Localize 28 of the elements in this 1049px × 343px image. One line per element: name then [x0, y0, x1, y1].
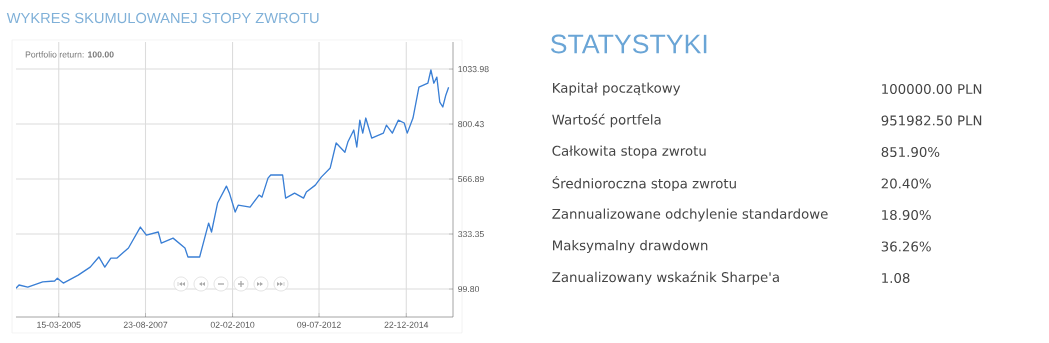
text: 951982.50 PLN [881, 115, 982, 126]
x-tick-label: 23-08-2007 [123, 321, 168, 328]
y-tick-label: 333.35 [458, 230, 484, 238]
line-series [16, 69, 450, 289]
text: Zanualizowany wskaźnik Sharpe'a [552, 271, 779, 285]
text: Całkowita stopa zwrotu [552, 145, 706, 159]
annotation: Portfolio return: 100.00 [25, 51, 114, 58]
x-tick-label: 02-02-2010 [210, 321, 255, 328]
text: Wartość portfela [552, 113, 661, 128]
text: STATYSTYKI [550, 34, 707, 54]
x-tick-label: 09-07-2012 [297, 321, 341, 328]
y-tick-label: 99.80 [458, 285, 480, 293]
text: Maksymalny drawdown [553, 240, 708, 253]
text: 100000.00 PLN [882, 83, 982, 95]
y-tick-label: 800.43 [458, 121, 484, 128]
text: 1.08 [882, 272, 910, 284]
x-tick-label: 22-12-2014 [384, 321, 429, 328]
text: Kapitał początkowy [553, 82, 681, 96]
text: 20.40% [881, 178, 931, 189]
y-tick-label: 1033.98 [458, 66, 489, 73]
x-tick-label: 15-03-2005 [37, 321, 81, 328]
y-tick-label: 566.89 [458, 175, 484, 183]
text: Średnioroczna stopa zwrotu [552, 175, 736, 192]
text: Zannualizowane odchylenie standardowe [552, 208, 828, 222]
text: 36.26% [881, 241, 931, 252]
chart-title: WYKRES SKUMULOWANEJ STOPY ZWROTU [6, 12, 319, 24]
text: 851.90% [881, 146, 940, 158]
text: 18.90% [882, 209, 931, 221]
